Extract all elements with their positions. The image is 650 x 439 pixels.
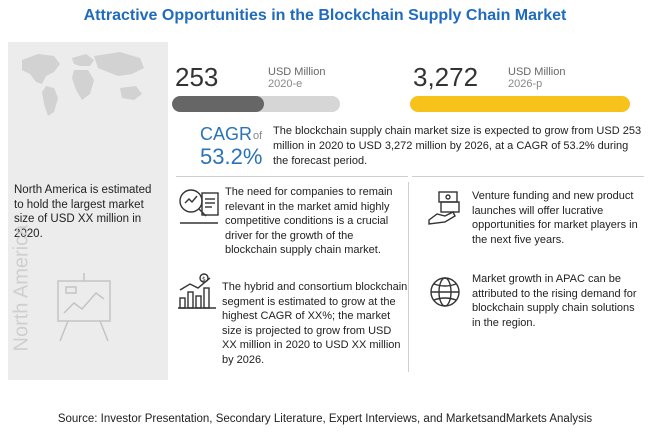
divider-right: [412, 176, 644, 177]
metric-2020-bar-fill: [172, 96, 265, 112]
metric-2020-year: 2020-e: [268, 78, 303, 90]
left-panel: [8, 42, 168, 380]
insight-segment-text: The hybrid and consortium blockchain seg…: [222, 281, 408, 366]
funding-icon: [428, 191, 460, 225]
presentation-board-icon: [57, 273, 111, 342]
metric-2026-value: 3,272: [413, 62, 479, 92]
insight-apac-text: Market growth in APAC can be attributed …: [472, 273, 637, 329]
metric-2026-bar: [410, 96, 630, 112]
source-note: Source: Investor Presentation, Secondary…: [57, 413, 593, 425]
divider-left: [176, 176, 408, 177]
page-title: Attractive Opportunities in the Blockcha…: [83, 7, 567, 24]
metric-2020-bar: [172, 96, 340, 112]
growth-chart-icon: $: [178, 273, 216, 309]
region-text: North America is estimated to hold the l…: [14, 184, 152, 240]
metric-2026-unit: USD Million: [508, 66, 566, 78]
insight-funding-text: Venture funding and new product launches…: [472, 190, 638, 246]
globe-icon: [430, 277, 460, 307]
region-vertical-label: North America: [10, 224, 33, 352]
svg-text:$: $: [202, 276, 206, 283]
divider-vertical: [408, 182, 409, 372]
cagr-of-label: of: [253, 130, 263, 142]
metric-2026-bar-fill: [410, 96, 630, 112]
metric-2020-unit: USD Million: [268, 66, 326, 78]
metric-2026-year: 2026-p: [508, 78, 543, 90]
world-map-icon: [22, 52, 144, 116]
insight-driver-text: The need for companies to remain relevan…: [225, 186, 393, 256]
metric-2020-value: 253: [175, 62, 219, 92]
cagr-value: 53.2%: [200, 144, 263, 169]
cagr-label: CAGR: [200, 124, 253, 144]
cagr-description: The blockchain supply chain market size …: [273, 125, 642, 167]
analysis-icon: [179, 189, 219, 224]
